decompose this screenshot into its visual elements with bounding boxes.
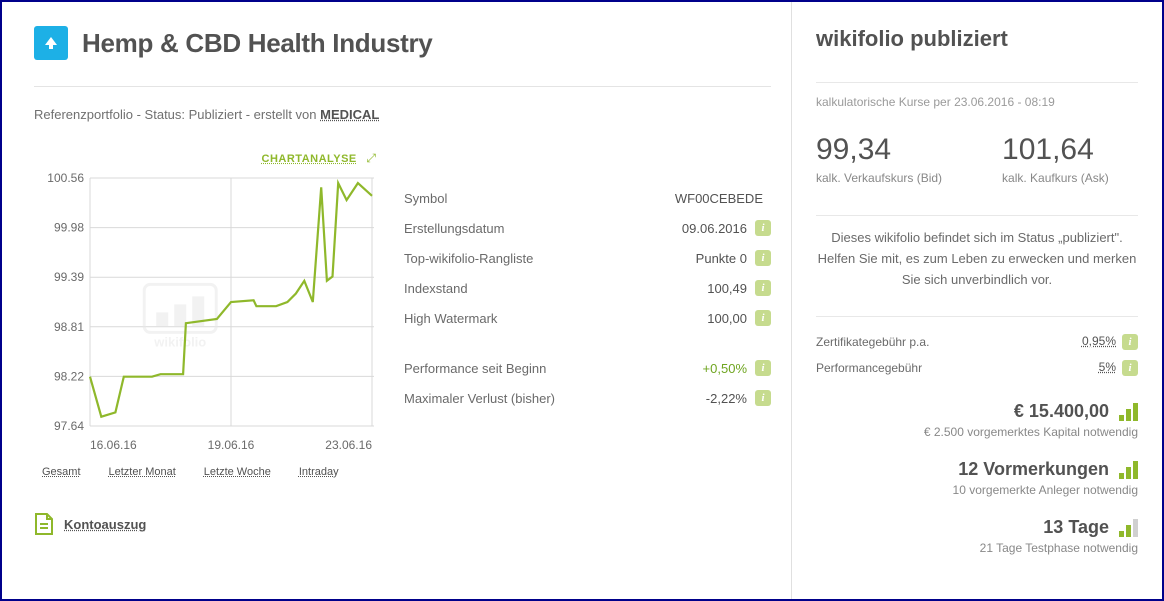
ask-label: kalk. Kaufkurs (Ask) xyxy=(1002,171,1109,185)
metric-created: Erstellungsdatum09.06.2016i xyxy=(404,213,771,243)
cert-fee-row: Zertifikategebühr p.a. 0,95% i xyxy=(816,329,1138,355)
info-icon[interactable]: i xyxy=(755,220,771,236)
svg-text:99.39: 99.39 xyxy=(54,270,84,284)
expand-icon[interactable]: ⤢ xyxy=(366,151,376,165)
chart-timerange-tabs: Gesamt Letzter Monat Letzte Woche Intrad… xyxy=(34,452,376,478)
timerange-intraday[interactable]: Intraday xyxy=(299,466,339,478)
metric-symbol: SymbolWF00CEBEDE xyxy=(404,184,771,213)
portfolio-subline: Referenzportfolio - Status: Publiziert -… xyxy=(34,107,771,122)
timerange-week[interactable]: Letzte Woche xyxy=(204,466,271,478)
info-icon[interactable]: i xyxy=(755,390,771,406)
perf-fee-row: Performancegebühr 5% i xyxy=(816,355,1138,381)
metric-perf: Performance seit Beginn+0,50%i xyxy=(404,353,771,383)
metric-index: Indexstand100,49i xyxy=(404,273,771,303)
stat-bookmarks: 12 Vormerkungen10 vorgemerkte Anleger no… xyxy=(816,459,1138,497)
metric-maxloss: Maximaler Verlust (bisher)-2,22%i xyxy=(404,383,771,413)
svg-text:98.22: 98.22 xyxy=(54,369,84,383)
info-icon[interactable]: i xyxy=(1122,334,1138,350)
subline-text: Referenzportfolio - Status: Publiziert -… xyxy=(34,107,320,122)
svg-text:97.64: 97.64 xyxy=(54,419,84,433)
svg-text:100.56: 100.56 xyxy=(47,172,84,185)
document-icon xyxy=(34,512,54,536)
status-text: Dieses wikifolio befindet sich im Status… xyxy=(816,228,1138,290)
info-icon[interactable]: i xyxy=(755,250,771,266)
cert-fee-value: 0,95% xyxy=(1082,334,1116,348)
price-chart: 100.56 99.98 99.39 98.81 98.22 97.64 wikifoli… xyxy=(34,172,376,436)
svg-text:98.81: 98.81 xyxy=(54,320,84,334)
bid-price: 99,34 xyxy=(816,133,942,167)
price-timestamp: kalkulatorische Kurse per 23.06.2016 - 0… xyxy=(816,95,1138,109)
perf-fee-label: Performancegebühr xyxy=(816,361,922,375)
page-title: Hemp & CBD Health Industry xyxy=(82,28,432,59)
account-statement-link[interactable]: Kontoauszug xyxy=(64,517,146,532)
metric-hwm: High Watermark100,00i xyxy=(404,303,771,333)
info-icon[interactable]: i xyxy=(755,310,771,326)
timerange-all[interactable]: Gesamt xyxy=(42,466,81,478)
info-icon[interactable]: i xyxy=(755,280,771,296)
metric-rank: Top-wikifolio-RanglistePunkte 0i xyxy=(404,243,771,273)
progress-bars-icon xyxy=(1119,461,1138,479)
ask-price-block: 101,64 kalk. Kaufkurs (Ask) xyxy=(1002,133,1109,185)
trend-up-icon xyxy=(34,26,68,60)
info-icon[interactable]: i xyxy=(1122,360,1138,376)
author-link[interactable]: MEDICAL xyxy=(320,107,379,123)
chart-x-labels: 16.06.1619.06.1623.06.16 xyxy=(34,436,376,452)
cert-fee-label: Zertifikategebühr p.a. xyxy=(816,335,929,349)
timerange-month[interactable]: Letzter Monat xyxy=(109,466,176,478)
progress-bars-icon xyxy=(1119,519,1138,537)
svg-text:99.98: 99.98 xyxy=(54,221,84,235)
metrics-panel: SymbolWF00CEBEDEErstellungsdatum09.06.20… xyxy=(404,150,771,536)
progress-bars-icon xyxy=(1119,403,1138,421)
stat-capital: € 15.400,00€ 2.500 vorgemerktes Kapital … xyxy=(816,401,1138,439)
perf-fee-value: 5% xyxy=(1099,360,1116,374)
sidebar-title: wikifolio publiziert xyxy=(816,26,1138,52)
bid-price-block: 99,34 kalk. Verkaufskurs (Bid) xyxy=(816,133,942,185)
info-icon[interactable]: i xyxy=(755,360,771,376)
bid-label: kalk. Verkaufskurs (Bid) xyxy=(816,171,942,185)
svg-text:wikifolio: wikifolio xyxy=(153,334,206,349)
ask-price: 101,64 xyxy=(1002,133,1109,167)
chart-analysis-link[interactable]: CHARTANALYSE xyxy=(262,153,357,165)
stat-days: 13 Tage21 Tage Testphase notwendig xyxy=(816,517,1138,555)
